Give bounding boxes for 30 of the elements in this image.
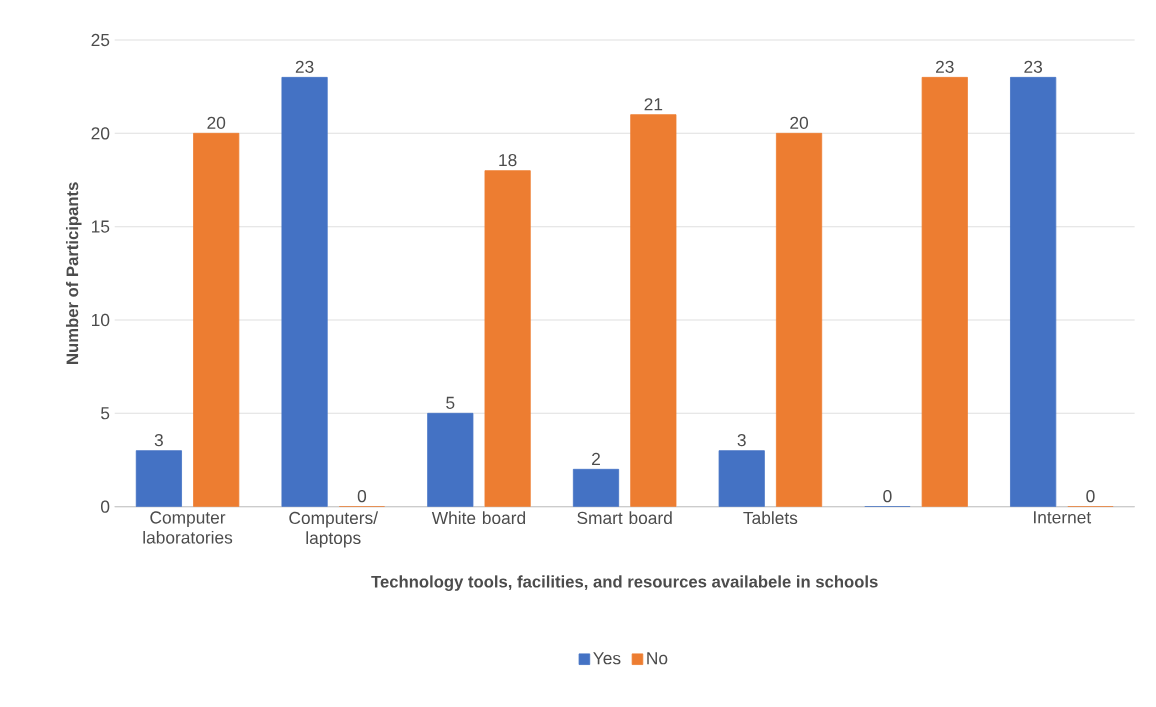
y-axis-title: Number of Participants <box>65 182 82 365</box>
data-label: 0 <box>883 490 892 503</box>
x-tick-label: Tablets <box>743 511 798 525</box>
x-tick-label: Computer laboratories <box>143 511 233 544</box>
data-label: 23 <box>936 60 954 74</box>
data-label: 20 <box>207 116 226 130</box>
legend-label: Yes <box>593 652 621 665</box>
data-label: 18 <box>499 154 517 167</box>
y-tick-label: 0 <box>100 500 110 513</box>
y-tick-label: 10 <box>92 314 110 327</box>
data-label: 23 <box>1024 60 1043 74</box>
y-tick-label: 20 <box>91 127 110 140</box>
legend-label: No <box>647 652 668 665</box>
data-label: 20 <box>790 116 809 130</box>
x-axis-title: Technology tools, facilities, and resources availabele in schools <box>371 575 878 592</box>
data-label: 0 <box>357 490 367 503</box>
data-label: 21 <box>644 98 663 111</box>
data-label: 3 <box>737 434 746 447</box>
data-label: 2 <box>592 452 600 466</box>
x-tick-label: Internet <box>1034 511 1092 524</box>
x-tick-label: White board <box>431 511 526 525</box>
y-tick-label: 25 <box>91 34 110 47</box>
data-label: 0 <box>1086 490 1095 503</box>
data-label: 3 <box>154 434 163 447</box>
data-label: 23 <box>295 60 314 74</box>
x-tick-label: Smart board <box>577 511 672 525</box>
data-label: 5 <box>446 397 455 410</box>
y-tick-label: 15 <box>92 220 110 233</box>
y-tick-label: 5 <box>101 407 110 420</box>
x-tick-label: Computers/ laptops <box>289 511 379 548</box>
